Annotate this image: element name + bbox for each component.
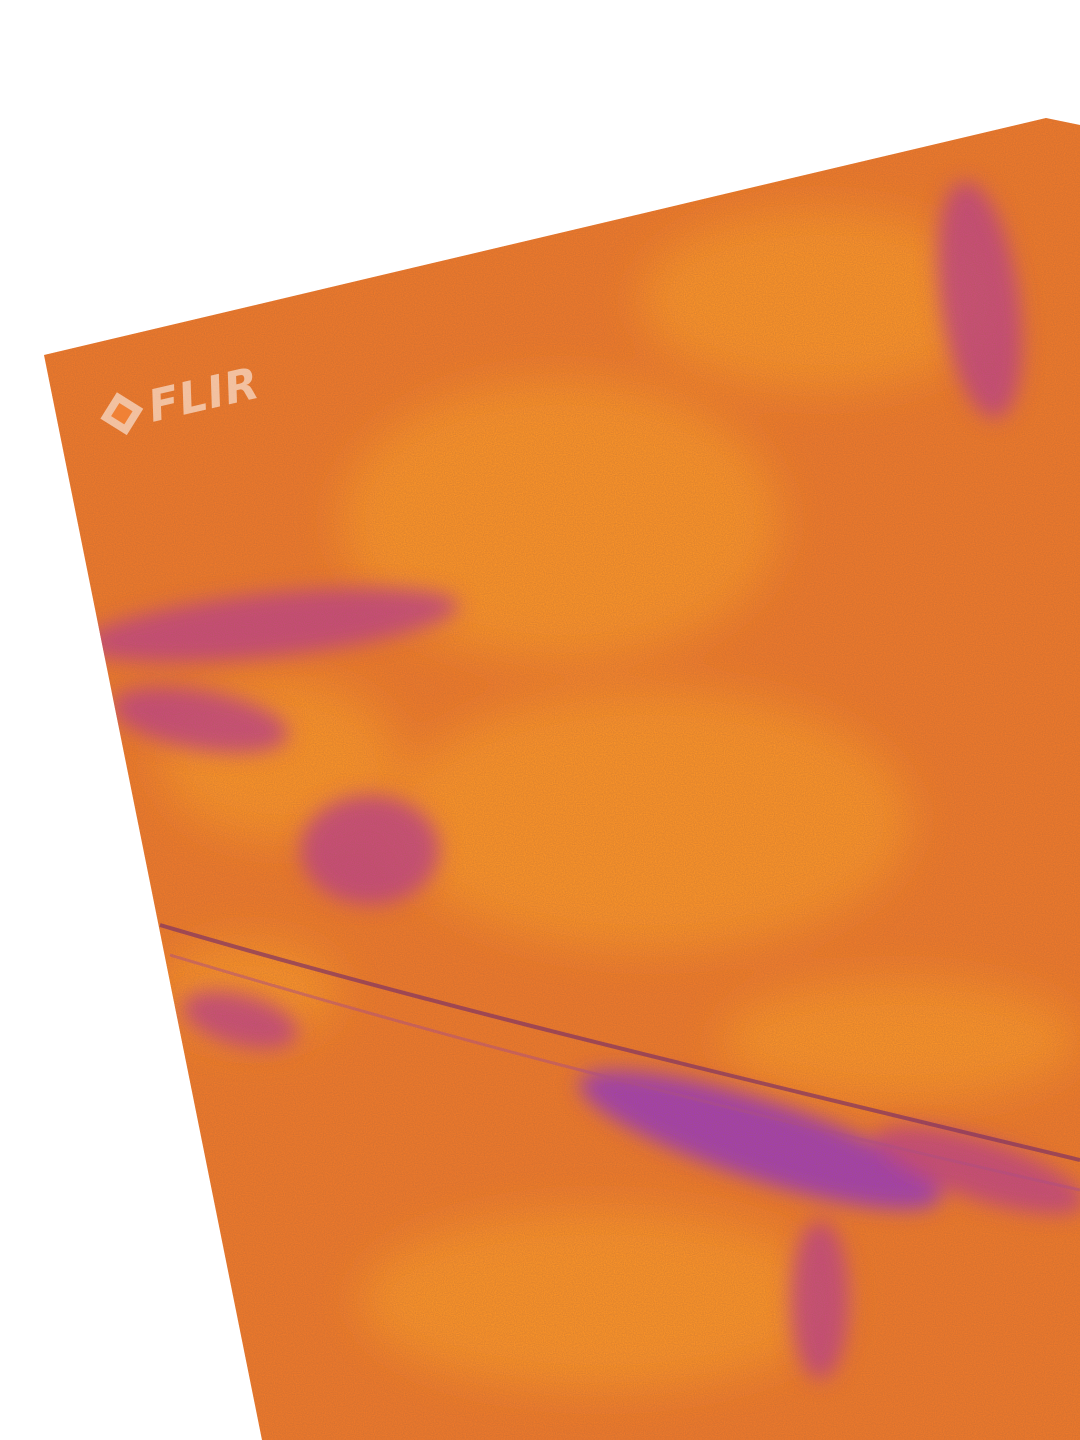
flir-diamond-logo-icon bbox=[100, 392, 144, 436]
flir-watermark: FLIR bbox=[100, 358, 264, 436]
